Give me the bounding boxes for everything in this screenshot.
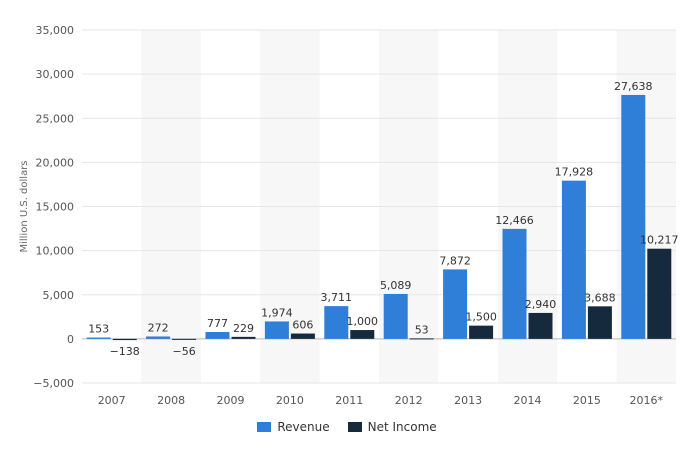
data-label: 606 [292, 319, 313, 332]
revenue-bar[interactable] [205, 332, 230, 339]
x-tick-label: 2014 [514, 394, 542, 407]
y-tick-label: 15,000 [36, 201, 75, 214]
y-tick-label: 25,000 [36, 112, 75, 125]
bar-chart: −5,000 0 5,000 10,000 15,000 20,000 25,000 30,0… [19, 24, 679, 407]
y-tick-label: 0 [67, 333, 74, 346]
revenue-bar[interactable] [502, 228, 527, 339]
data-label: 272 [148, 321, 169, 334]
data-label: 53 [415, 323, 429, 336]
revenue-bar[interactable] [621, 94, 646, 339]
revenue-bar[interactable] [443, 269, 468, 339]
x-tick-label: 2013 [454, 394, 482, 407]
y-tick-label: 10,000 [36, 245, 75, 258]
data-label: 3,711 [321, 291, 353, 304]
legend-swatch-revenue [257, 422, 272, 432]
x-axis-ticks: 2007 2008 2009 2010 2011 2012 2013 2014 2015 2016… [98, 394, 664, 407]
data-label: 229 [233, 322, 254, 335]
data-label: 12,466 [495, 214, 534, 227]
revenue-bar[interactable] [383, 293, 408, 339]
y-tick-label: 30,000 [36, 68, 75, 81]
net-income-bar[interactable] [587, 306, 612, 339]
legend-label-net-income: Net Income [367, 420, 437, 434]
x-tick-label: 2008 [157, 394, 185, 407]
x-tick-label: 2015 [573, 394, 601, 407]
net-income-bar[interactable] [528, 312, 553, 339]
net-income-bar[interactable] [409, 338, 434, 340]
net-income-bar[interactable] [469, 325, 494, 339]
data-label: 3,688 [584, 291, 616, 304]
data-label: −56 [172, 345, 195, 358]
data-label: 7,872 [439, 254, 471, 267]
data-label: 153 [88, 323, 109, 336]
bars [86, 94, 672, 341]
legend: Revenue Net Income [0, 420, 694, 434]
x-tick-label: 2011 [335, 394, 363, 407]
legend-item-revenue[interactable]: Revenue [257, 420, 330, 434]
data-label: 1,500 [465, 311, 497, 324]
data-label: 27,638 [614, 80, 653, 93]
data-label: 1,974 [261, 306, 293, 319]
data-label: 777 [207, 317, 228, 330]
x-tick-label: 2010 [276, 394, 304, 407]
revenue-bar[interactable] [561, 180, 586, 339]
data-label: 10,217 [640, 234, 679, 247]
x-tick-label: 2007 [98, 394, 126, 407]
x-tick-label: 2009 [217, 394, 245, 407]
y-axis-ticks: −5,000 0 5,000 10,000 15,000 20,000 25,000 30,0… [33, 24, 74, 390]
legend-item-net-income[interactable]: Net Income [347, 420, 437, 434]
legend-label-revenue: Revenue [277, 420, 330, 434]
gridlines [82, 29, 676, 384]
data-label: 1,000 [347, 315, 379, 328]
y-tick-label: 5,000 [43, 289, 75, 302]
legend-swatch-net-income [347, 422, 362, 432]
revenue-bar[interactable] [86, 337, 111, 339]
data-label: 17,928 [555, 166, 594, 179]
revenue-bar[interactable] [324, 306, 349, 339]
data-label: 2,940 [525, 298, 557, 311]
x-tick-label: 2012 [395, 394, 423, 407]
y-axis-label: Million U.S. dollars [19, 160, 30, 252]
y-tick-label: −5,000 [33, 377, 74, 390]
net-income-bar[interactable] [231, 336, 256, 339]
data-label: 5,089 [380, 279, 412, 292]
revenue-bar[interactable] [264, 321, 289, 339]
net-income-bar[interactable] [350, 330, 375, 339]
net-income-bar[interactable] [112, 338, 137, 341]
revenue-bar[interactable] [146, 336, 171, 339]
net-income-bar[interactable] [290, 333, 315, 339]
data-label: −138 [110, 345, 140, 358]
y-tick-label: 20,000 [36, 156, 75, 169]
y-tick-label: 35,000 [36, 24, 75, 37]
x-tick-label: 2016* [630, 394, 664, 407]
net-income-bar[interactable] [172, 338, 197, 340]
data-labels: 153 272 777 1,974 3,711 5,089 7,872 12,466 17,92… [88, 80, 678, 358]
net-income-bar[interactable] [647, 248, 672, 339]
